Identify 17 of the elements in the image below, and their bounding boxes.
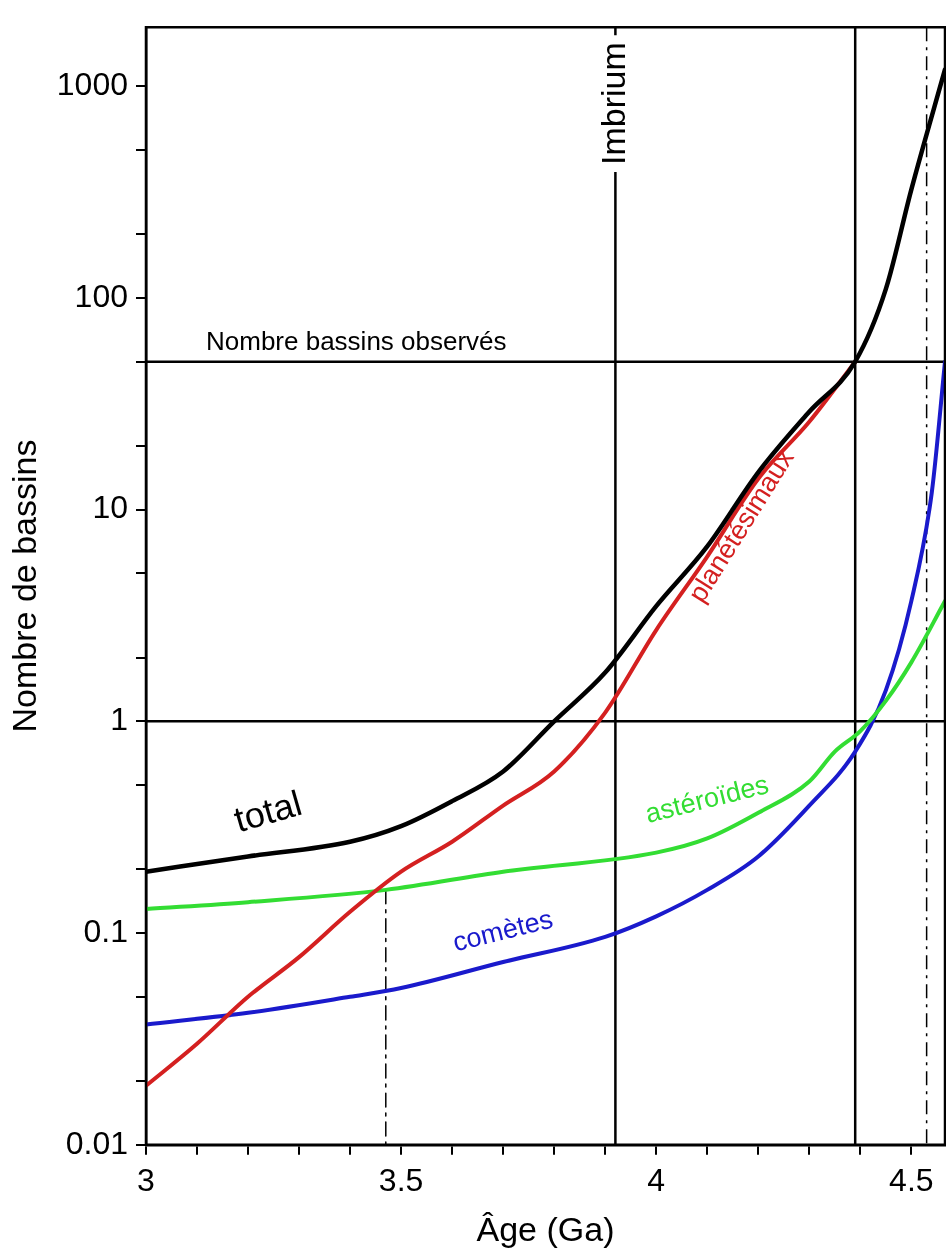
x-tick-label: 4.5 xyxy=(889,1161,934,1198)
ref-line-label: Nombre bassins observés xyxy=(205,325,507,356)
y-tick-label: 0.1 xyxy=(83,912,128,949)
x-axis-title: Âge (Ga) xyxy=(476,1209,615,1248)
y-tick-label: 0.01 xyxy=(65,1124,128,1161)
x-tick-label: 4 xyxy=(647,1161,666,1198)
text: total xyxy=(229,781,307,841)
ref-line-label: Imbrium xyxy=(593,42,632,165)
y-tick-label: 100 xyxy=(74,277,128,314)
text: comètes xyxy=(449,903,556,958)
y-tick-label: 1000 xyxy=(56,66,128,103)
y-tick-label: 10 xyxy=(92,489,128,526)
y-axis-title: Nombre de bassins xyxy=(4,439,43,733)
y-tick-label: 1 xyxy=(110,701,128,738)
x-tick-label: 3.5 xyxy=(378,1161,424,1198)
x-tick-label: 3 xyxy=(137,1161,155,1198)
text: astéroïdes xyxy=(642,769,772,829)
